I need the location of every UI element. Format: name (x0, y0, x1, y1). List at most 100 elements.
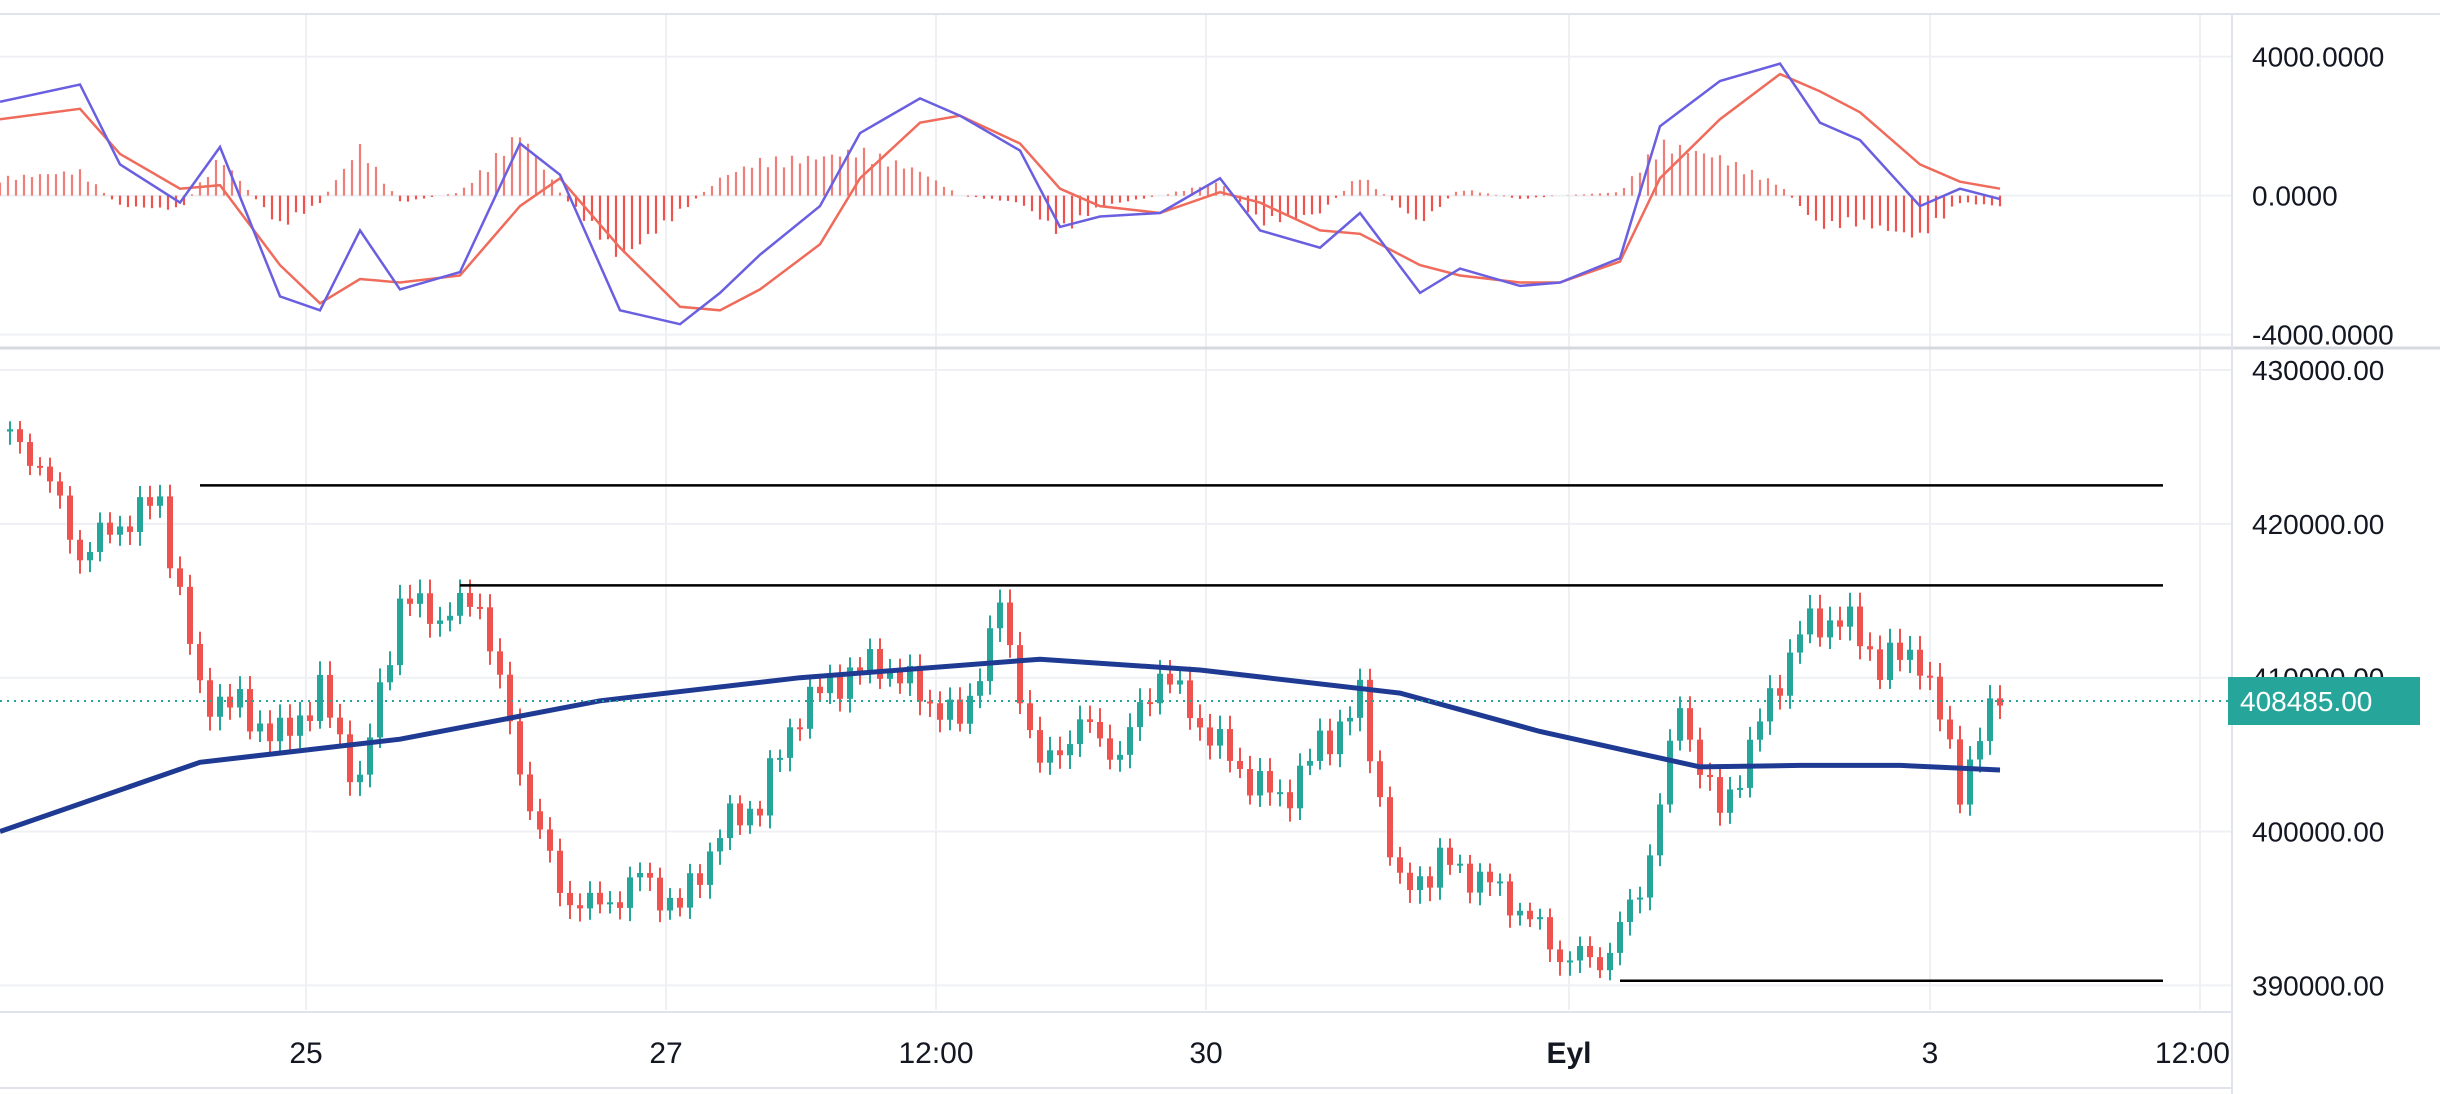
candle-body (817, 686, 823, 694)
candle-body (467, 592, 473, 607)
candle (997, 589, 1003, 642)
candle-body (1257, 771, 1263, 796)
candle (447, 602, 453, 632)
candle-body (967, 695, 973, 724)
candle-body (617, 902, 623, 908)
candle-body (1837, 620, 1843, 627)
candle-body (1347, 717, 1353, 722)
candle-body (27, 442, 33, 466)
candle-body (537, 811, 543, 830)
candle-body (167, 496, 173, 569)
candle (1067, 730, 1073, 770)
candle-body (127, 526, 133, 533)
candle-body (1667, 740, 1673, 805)
candle-body (1127, 727, 1133, 755)
candle-body (797, 727, 803, 730)
candle (67, 486, 73, 554)
candle (777, 749, 783, 772)
time-axis-label: 30 (1189, 1037, 1222, 1070)
candle-body (517, 721, 523, 775)
candle-body (677, 897, 683, 908)
candle-body (1107, 738, 1113, 760)
candle (1027, 690, 1033, 739)
candle (1087, 705, 1093, 733)
candle (1857, 592, 1863, 660)
candle-body (227, 696, 233, 708)
candle-body (217, 696, 223, 717)
candle-body (1397, 857, 1403, 873)
candle-body (667, 897, 673, 911)
candle-body (1467, 863, 1473, 893)
candle-body (567, 892, 573, 906)
candle (1687, 696, 1693, 752)
candle-body (1687, 708, 1693, 740)
candle (1637, 886, 1643, 914)
candle-body (1027, 703, 1033, 731)
candle (177, 556, 183, 596)
candle-body (1527, 910, 1533, 920)
candle-body (747, 808, 753, 826)
candle (407, 584, 413, 617)
candle-body (1217, 729, 1223, 746)
candle (1407, 862, 1413, 903)
candle-body (57, 481, 63, 496)
candle (277, 704, 283, 755)
candle (457, 579, 463, 625)
candle (1897, 628, 1903, 672)
candle (1257, 758, 1263, 807)
candle (737, 795, 743, 835)
candle-body (1147, 702, 1153, 705)
candle-body (1657, 804, 1663, 856)
candle-body (587, 892, 593, 909)
candle (1117, 740, 1123, 772)
candle (1527, 902, 1533, 928)
candle-body (607, 902, 613, 905)
candle (697, 864, 703, 898)
candle (1947, 705, 1953, 749)
candle (1737, 775, 1743, 798)
candle (267, 710, 273, 754)
candle-body (1317, 730, 1323, 761)
candle (147, 485, 153, 520)
time-axis-label: 27 (649, 1037, 682, 1070)
candle-body (487, 607, 493, 652)
candle (1047, 736, 1053, 775)
candle-body (397, 598, 403, 666)
candle-body (987, 628, 993, 682)
candle (1297, 753, 1303, 821)
horizontal-level-lines[interactable] (200, 484, 2163, 983)
candle-body (107, 522, 113, 535)
candle (987, 615, 993, 695)
candle-body (1307, 760, 1313, 766)
candle-body (1047, 750, 1053, 763)
moving-average-line (0, 656, 2001, 834)
candle-body (1077, 719, 1083, 745)
candle (1777, 674, 1783, 710)
candle (1077, 705, 1083, 757)
candle (367, 723, 373, 788)
candle (437, 606, 443, 637)
candle-body (1517, 910, 1523, 916)
candle-body (47, 466, 53, 482)
time-axis-label: 12:00 (2155, 1037, 2230, 1070)
candle-body (1197, 718, 1203, 728)
price-axis-label: 390000.00 (2252, 970, 2384, 1001)
candle-body (207, 680, 213, 717)
candle (1977, 727, 1983, 773)
candle (1877, 635, 1883, 690)
candle-body (337, 717, 343, 735)
candle (1907, 635, 1913, 674)
price-axis-label: 430000.00 (2252, 355, 2384, 386)
candle-body (1587, 946, 1593, 958)
candle-body (977, 681, 983, 696)
candle-body (1237, 760, 1243, 769)
candle (247, 676, 253, 740)
candle-body (1277, 792, 1283, 795)
time-axis-label: Eyl (1546, 1037, 1591, 1070)
candle (1787, 639, 1793, 709)
candle-body (907, 665, 913, 684)
candle (1697, 727, 1703, 789)
candle (1847, 592, 1853, 641)
candle (627, 866, 633, 922)
